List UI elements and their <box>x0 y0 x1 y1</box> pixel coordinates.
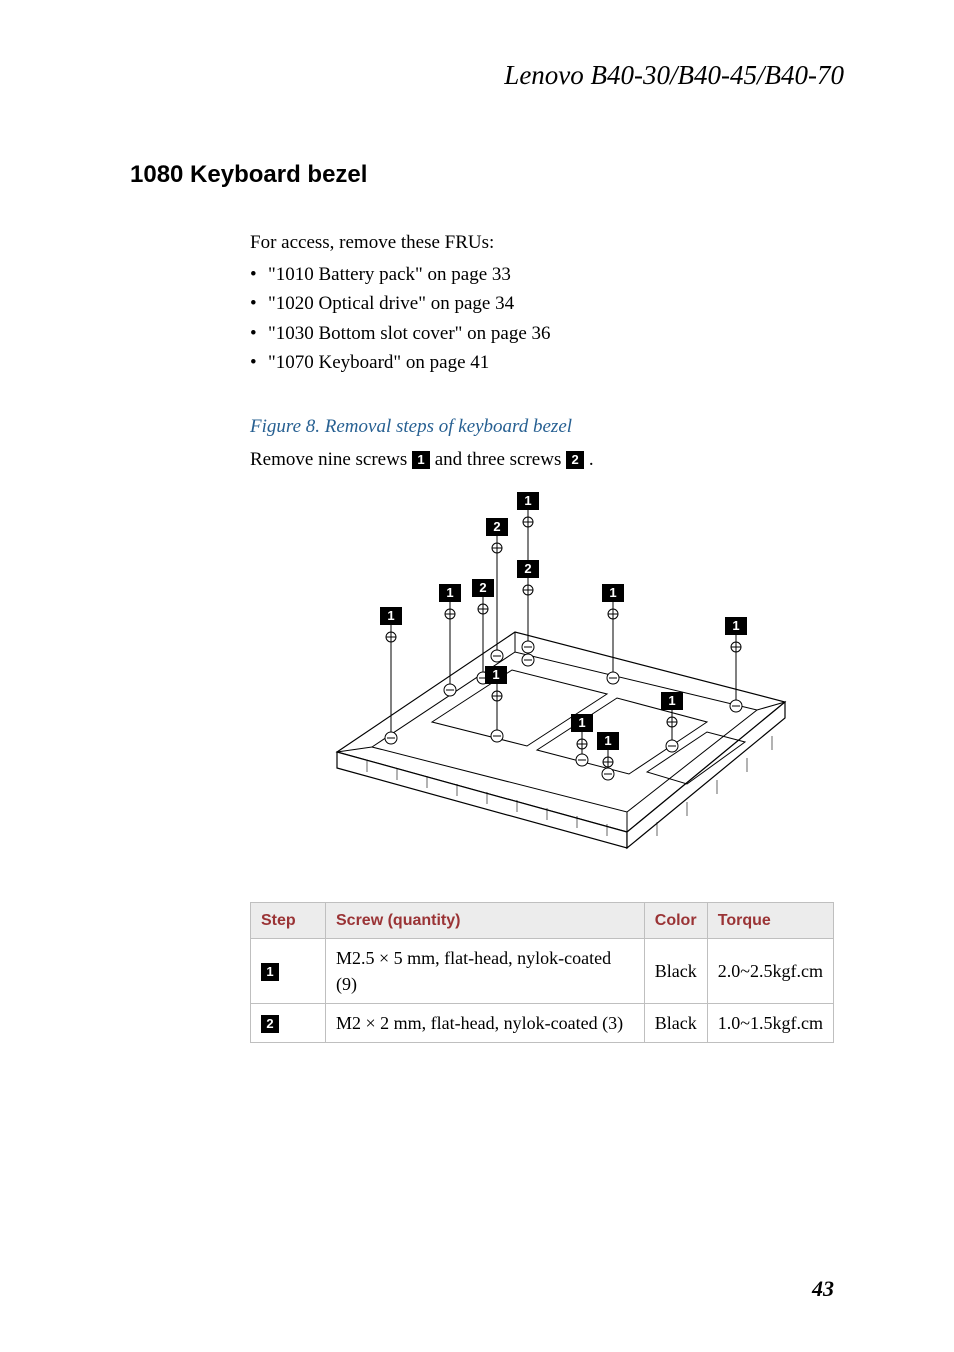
step-marker-2-icon: 2 <box>566 451 584 469</box>
col-screw: Screw (quantity) <box>326 902 645 938</box>
diagram-marker-2-icon: 2 <box>486 518 508 536</box>
cell-screw: M2 × 2 mm, flat-head, nylok-coated (3) <box>326 1004 645 1043</box>
laptop-base-illustration <box>277 492 807 862</box>
list-item: "1020 Optical drive" on page 34 <box>250 290 834 318</box>
diagram-marker-1-icon: 1 <box>571 714 593 732</box>
cell-screw: M2.5 × 5 mm, flat-head, nylok-coated (9) <box>326 939 645 1004</box>
step-text: Remove nine screws <box>250 449 412 470</box>
table-row: 1 M2.5 × 5 mm, flat-head, nylok-coated (… <box>251 939 834 1004</box>
step-text: and three screws <box>435 449 566 470</box>
cell-torque: 1.0~1.5kgf.cm <box>707 1004 833 1043</box>
cell-color: Black <box>644 1004 707 1043</box>
running-header: Lenovo B40-30/B40-45/B40-70 <box>120 60 844 91</box>
col-step: Step <box>251 902 326 938</box>
diagram-marker-1-icon: 1 <box>485 666 507 684</box>
list-item: "1030 Bottom slot cover" on page 36 <box>250 320 834 348</box>
diagram-marker-1-icon: 1 <box>602 584 624 602</box>
screw-table: Step Screw (quantity) Color Torque 1 M2.… <box>250 902 834 1043</box>
diagram-marker-1-icon: 1 <box>597 732 619 750</box>
table-header-row: Step Screw (quantity) Color Torque <box>251 902 834 938</box>
body-block: For access, remove these FRUs: "1010 Bat… <box>250 229 834 1043</box>
step-marker-1-icon: 1 <box>261 963 279 981</box>
step-marker-1-icon: 1 <box>412 451 430 469</box>
col-color: Color <box>644 902 707 938</box>
list-item: "1010 Battery pack" on page 33 <box>250 261 834 289</box>
diagram-marker-2-icon: 2 <box>517 560 539 578</box>
cell-step: 2 <box>251 1004 326 1043</box>
diagram-marker-1-icon: 1 <box>439 584 461 602</box>
diagram-marker-1-icon: 1 <box>661 692 683 710</box>
col-torque: Torque <box>707 902 833 938</box>
diagram-marker-2-icon: 2 <box>472 579 494 597</box>
section-title: 1080 Keyboard bezel <box>130 161 834 189</box>
step-instruction: Remove nine screws 1 and three screws 2 … <box>250 446 834 474</box>
cell-color: Black <box>644 939 707 1004</box>
list-item: "1070 Keyboard" on page 41 <box>250 349 834 377</box>
step-marker-2-icon: 2 <box>261 1015 279 1033</box>
page-number: 43 <box>812 1276 834 1302</box>
cell-step: 1 <box>251 939 326 1004</box>
diagram-marker-1-icon: 1 <box>725 617 747 635</box>
intro-text: For access, remove these FRUs: <box>250 229 834 257</box>
diagram-marker-1-icon: 1 <box>517 492 539 510</box>
step-text: . <box>589 449 594 470</box>
figure-caption: Figure 8. Removal steps of keyboard beze… <box>250 413 834 441</box>
cell-torque: 2.0~2.5kgf.cm <box>707 939 833 1004</box>
diagram-marker-1-icon: 1 <box>380 607 402 625</box>
page: Lenovo B40-30/B40-45/B40-70 1080 Keyboar… <box>0 0 954 1352</box>
fru-list: "1010 Battery pack" on page 33 "1020 Opt… <box>250 261 834 377</box>
keyboard-bezel-diagram: 1 2 2 1 2 1 1 1 1 1 1 1 <box>277 492 807 862</box>
table-row: 2 M2 × 2 mm, flat-head, nylok-coated (3)… <box>251 1004 834 1043</box>
